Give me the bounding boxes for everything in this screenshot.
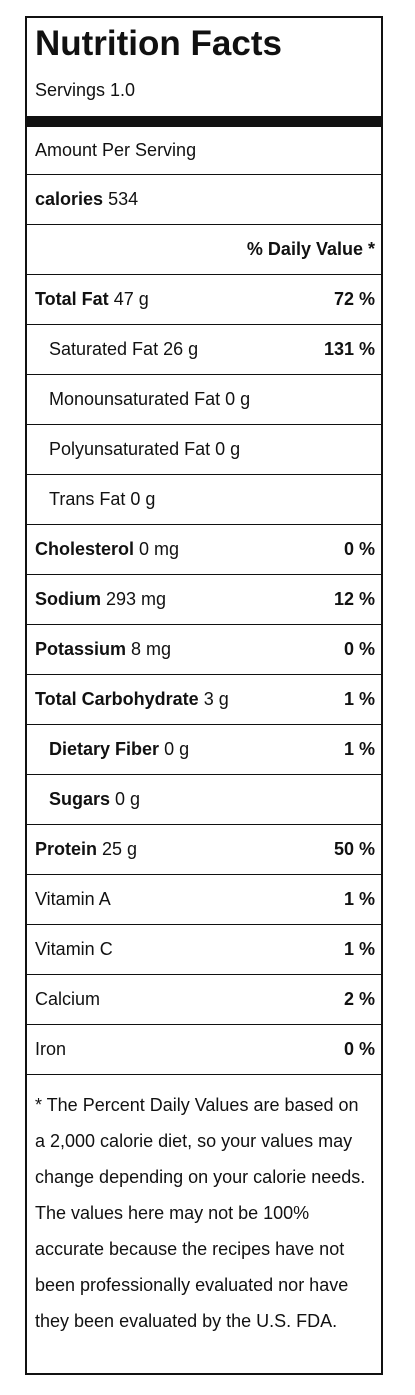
nutrient-row-sodium: Sodium 293 mg 12 % — [27, 574, 381, 624]
nutrient-daily-value: 131 % — [323, 339, 375, 359]
nutrient-name: Total Fat — [35, 289, 109, 309]
daily-value-header: % Daily Value * — [246, 239, 375, 259]
daily-value-footnote: * The Percent Daily Values are based on … — [27, 1074, 381, 1373]
nutrient-name: Polyunsaturated Fat 0 g — [49, 439, 241, 459]
nutrient-row-protein: Protein 25 g 50 % — [27, 824, 381, 874]
nutrient-row-cholesterol: Cholesterol 0 mg 0 % — [27, 524, 381, 574]
nutrient-row-total-fat: Total Fat 47 g 72 % — [27, 274, 381, 324]
vitamin-name: Vitamin C — [35, 939, 113, 959]
nutrient-daily-value: 12 % — [333, 589, 375, 609]
nutrient-name: Trans Fat 0 g — [49, 489, 156, 509]
nutrient-row-dietary-fiber: Dietary Fiber 0 g 1 % — [27, 724, 381, 774]
nutrient-amount: 47 g — [113, 289, 149, 309]
nutrient-row-trans-fat: Trans Fat 0 g — [27, 474, 381, 524]
nutrient-name: Sugars — [49, 789, 111, 809]
vitamin-daily-value: 1 % — [343, 939, 375, 959]
nutrient-row-monounsaturated-fat: Monounsaturated Fat 0 g — [27, 374, 381, 424]
nutrient-amount: 0 g — [115, 789, 141, 809]
calories-row: calories 534 — [27, 174, 381, 224]
nutrient-row-polyunsaturated-fat: Polyunsaturated Fat 0 g — [27, 424, 381, 474]
nutrient-name: Saturated Fat 26 g — [49, 339, 199, 359]
nutrient-daily-value: 72 % — [333, 289, 375, 309]
nutrient-amount: 25 g — [102, 839, 138, 859]
nutrient-name: Potassium — [35, 639, 127, 659]
nutrient-name: Protein — [35, 839, 98, 859]
nutrient-daily-value: 50 % — [333, 839, 375, 859]
nutrient-amount: 3 g — [203, 689, 229, 709]
vitamin-row-vitamin-a: Vitamin A 1 % — [27, 874, 381, 924]
nutrient-name: Cholesterol — [35, 539, 135, 559]
nutrient-row-saturated-fat: Saturated Fat 26 g 131 % — [27, 324, 381, 374]
nutrient-amount: 0 mg — [139, 539, 180, 559]
nutrient-name: Total Carbohydrate — [35, 689, 199, 709]
vitamin-daily-value: 2 % — [343, 989, 375, 1009]
nutrient-amount: 0 g — [164, 739, 190, 759]
vitamin-row-iron: Iron 0 % — [27, 1024, 381, 1074]
vitamin-daily-value: 1 % — [343, 889, 375, 909]
nutrient-daily-value: 1 % — [343, 739, 375, 759]
nutrient-name: Dietary Fiber — [49, 739, 160, 759]
label-title: Nutrition Facts — [35, 24, 282, 63]
thick-divider — [27, 116, 381, 127]
vitamin-name: Calcium — [35, 989, 101, 1009]
daily-value-header-row: % Daily Value * — [27, 224, 381, 274]
servings-text: Servings 1.0 — [35, 80, 136, 100]
vitamin-daily-value: 0 % — [343, 1039, 375, 1059]
nutrient-daily-value: 0 % — [343, 639, 375, 659]
nutrient-amount: 8 mg — [131, 639, 172, 659]
nutrient-row-total-carbohydrate: Total Carbohydrate 3 g 1 % — [27, 674, 381, 724]
calories-label: calories — [35, 189, 104, 209]
vitamin-row-calcium: Calcium 2 % — [27, 974, 381, 1024]
nutrient-name: Sodium — [35, 589, 101, 609]
amount-per-serving-row: Amount Per Serving — [27, 127, 381, 174]
nutrition-facts-label: Nutrition Facts Servings 1.0 Amount Per … — [25, 16, 383, 1375]
vitamin-name: Vitamin A — [35, 889, 111, 909]
nutrient-daily-value: 1 % — [343, 689, 375, 709]
nutrient-row-potassium: Potassium 8 mg 0 % — [27, 624, 381, 674]
nutrient-amount: 293 mg — [106, 589, 167, 609]
vitamin-row-vitamin-c: Vitamin C 1 % — [27, 924, 381, 974]
amount-per-serving-text: Amount Per Serving — [35, 140, 197, 160]
vitamin-name: Iron — [35, 1039, 67, 1059]
nutrient-row-sugars: Sugars 0 g — [27, 774, 381, 824]
nutrient-daily-value: 0 % — [343, 539, 375, 559]
calories-value: 534 — [108, 189, 139, 209]
nutrient-name: Monounsaturated Fat 0 g — [49, 389, 251, 409]
